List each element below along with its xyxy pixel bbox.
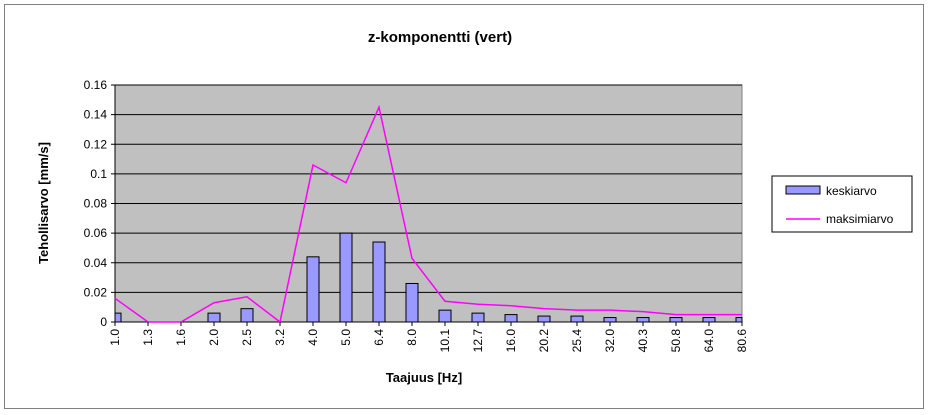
legend: keskiarvo maksimiarvo bbox=[771, 175, 913, 233]
bar bbox=[504, 314, 518, 323]
bar bbox=[570, 315, 584, 323]
x-tick-label: 4.0 bbox=[306, 329, 320, 346]
x-tick-label: 2.5 bbox=[240, 329, 254, 346]
bar bbox=[372, 241, 386, 323]
y-tick-label: 0.06 bbox=[84, 226, 108, 240]
x-tick-label: 16.0 bbox=[504, 329, 518, 353]
y-tick-label: 0.1 bbox=[90, 167, 107, 181]
x-tick-label: 12.7 bbox=[471, 329, 485, 353]
y-tick-label: 0 bbox=[100, 315, 107, 329]
x-tick-label: 40.3 bbox=[636, 329, 650, 353]
x-tick-label: 1.3 bbox=[141, 329, 155, 346]
bar bbox=[471, 312, 485, 323]
x-tick-label: 20.2 bbox=[537, 329, 551, 353]
x-tick-label: 80.6 bbox=[735, 329, 749, 353]
y-axis-title: Tehollisarvo [mm/s] bbox=[36, 142, 51, 264]
x-tick-label: 64.0 bbox=[702, 329, 716, 353]
x-tick-label: 2.0 bbox=[207, 329, 221, 346]
x-tick-label: 32.0 bbox=[603, 329, 617, 353]
bar bbox=[636, 317, 650, 323]
legend-box bbox=[771, 175, 913, 233]
x-tick-label: 1.0 bbox=[108, 329, 122, 346]
bar bbox=[603, 317, 617, 323]
x-tick-label: 8.0 bbox=[405, 329, 419, 346]
series-line-maksimiarvo bbox=[114, 104, 742, 324]
x-tick-label: 10.1 bbox=[438, 329, 452, 353]
chart-title: z-komponentti (vert) bbox=[368, 29, 512, 46]
x-tick-label: 25.4 bbox=[570, 329, 584, 353]
x-tick-label: 50.8 bbox=[669, 329, 683, 353]
y-axis-ticks: 0 0.02 0.04 0.06 0.08 0.1 0.12 0.14 0.16 bbox=[84, 78, 115, 329]
legend-label-bar: keskiarvo bbox=[826, 184, 877, 198]
bar bbox=[702, 317, 716, 323]
bar bbox=[306, 256, 320, 323]
legend-label-line: maksimiarvo bbox=[826, 212, 894, 226]
y-tick-label: 0.12 bbox=[84, 137, 108, 151]
y-tick-label: 0.14 bbox=[84, 108, 108, 122]
bar bbox=[669, 317, 683, 323]
bar bbox=[537, 315, 551, 323]
x-tick-label: 1.6 bbox=[174, 329, 188, 346]
y-tick-label: 0.08 bbox=[84, 197, 108, 211]
y-tick-label: 0.02 bbox=[84, 285, 108, 299]
x-tick-label: 5.0 bbox=[339, 329, 353, 346]
y-tick-label: 0.16 bbox=[84, 78, 108, 92]
bar bbox=[735, 317, 743, 323]
legend-bar-swatch bbox=[785, 185, 821, 195]
bar bbox=[240, 308, 254, 323]
x-tick-label: 3.2 bbox=[273, 329, 287, 346]
bar bbox=[207, 312, 221, 323]
bar bbox=[114, 312, 122, 323]
x-axis-title: Taajuus [Hz] bbox=[386, 370, 462, 385]
y-tick-label: 0.04 bbox=[84, 256, 108, 270]
bar bbox=[438, 309, 452, 323]
bar bbox=[339, 232, 353, 323]
plot-area bbox=[114, 84, 743, 324]
bar bbox=[405, 282, 419, 323]
x-tick-label: 6.4 bbox=[372, 329, 386, 346]
x-axis-ticks: 1.0 1.3 1.6 2.0 2.5 3.2 4.0 5.0 6.4 8.0 10.1 12.7 16… bbox=[108, 322, 749, 352]
